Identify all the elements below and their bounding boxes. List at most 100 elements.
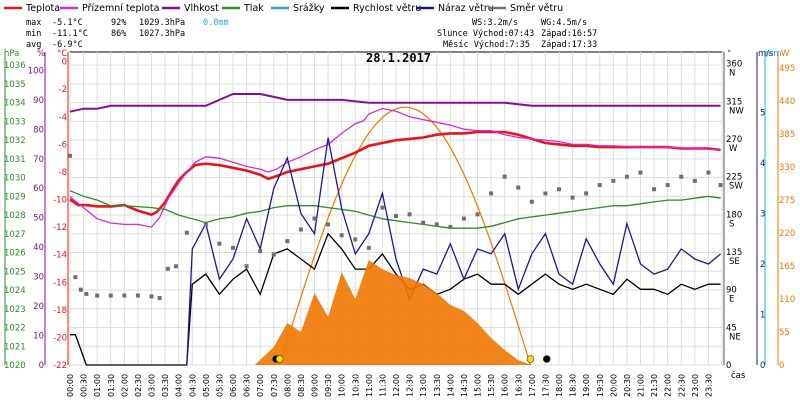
series-wind-dir-point xyxy=(380,205,385,210)
x-tick-label: 01:00 xyxy=(93,374,102,397)
legend-label: Teplota xyxy=(25,3,60,14)
chart-plot xyxy=(68,93,723,366)
legend-label: Směr větru xyxy=(510,3,563,14)
tick-wind-dir: 180 xyxy=(726,210,742,220)
x-tick-label: 22:30 xyxy=(677,374,686,397)
tick-temp: -14 xyxy=(53,251,67,261)
series-wind-dir-point xyxy=(122,293,127,298)
x-tick-label: 09:30 xyxy=(324,374,333,397)
tick-pressure: 1033 xyxy=(4,117,26,127)
x-tick-label: 15:00 xyxy=(474,374,483,397)
series-wind-dir-point xyxy=(679,174,684,179)
tick-humidity: 40 xyxy=(33,243,44,253)
tick-wind-speed: 3 xyxy=(760,210,765,220)
x-tick-label: 03:30 xyxy=(161,374,170,397)
x-tick-label: 00:30 xyxy=(80,374,89,397)
x-tick-label: 21:00 xyxy=(637,374,646,397)
stat-avg-label: avg xyxy=(26,40,41,50)
x-tick-label: 11:00 xyxy=(365,374,374,397)
tick-humidity: 80 xyxy=(33,125,44,135)
series-wind-dir-point xyxy=(203,222,208,227)
series-wind-dir-point xyxy=(108,293,113,298)
series-wind-dir-point xyxy=(165,266,170,271)
unit-degc: °C xyxy=(57,49,67,59)
tick-pressure: 1027 xyxy=(4,230,26,240)
tick-wind-speed: 0 xyxy=(760,361,765,371)
series-wind-dir-point xyxy=(489,191,494,196)
tick-solar: 275 xyxy=(779,196,795,206)
legend: Teplota Přízemní teplota Vlhkost Tlak Srážky… xyxy=(4,3,563,14)
tick-pressure: 1031 xyxy=(4,155,26,165)
series-wind-dir-point xyxy=(173,264,178,269)
sun-moon-info: WS:3.2m/s WG:4.5m/s Slunce Východ:07:43 … xyxy=(437,18,597,50)
tick-solar: 385 xyxy=(779,130,795,140)
x-tick-label: 13:00 xyxy=(419,374,428,397)
tick-wind-speed: 1 xyxy=(760,311,765,321)
unit-hpa: hPa xyxy=(4,49,19,59)
stat-min-hum: 86% xyxy=(111,29,126,39)
x-tick-label: 08:30 xyxy=(297,374,306,397)
x-tick-label: 15:30 xyxy=(487,374,496,397)
tick-pressure: 1020 xyxy=(4,361,26,371)
tick-pressure: 1021 xyxy=(4,342,26,352)
x-tick-label: 10:00 xyxy=(338,374,347,397)
tick-pressure: 1032 xyxy=(4,136,26,146)
tick-pressure: 1036 xyxy=(4,61,26,71)
tick-humidity: 0 xyxy=(39,361,44,371)
series-line xyxy=(69,93,721,113)
tick-wind-dir: 135 xyxy=(726,248,742,258)
tick-temp: -2 xyxy=(59,85,67,95)
tick-wind-dir-name: NE xyxy=(729,332,741,342)
stat-max-hum: 92% xyxy=(111,18,126,28)
tick-solar: 495 xyxy=(779,64,795,74)
tick-humidity: 60 xyxy=(33,184,44,194)
series-wind-dir-point xyxy=(475,212,480,217)
x-tick-label: 07:30 xyxy=(270,374,279,397)
series-wind-dir-point xyxy=(258,249,263,254)
chart-axes: 1020102110221023102410251026102710281029… xyxy=(4,52,795,397)
x-tick-label: 01:30 xyxy=(107,374,116,397)
tick-temp: -22 xyxy=(53,361,67,371)
tick-wind-dir: 45 xyxy=(726,323,737,333)
unit-w: W xyxy=(781,49,790,59)
series-solar-area xyxy=(254,260,532,365)
tick-wind-dir-name: SE xyxy=(729,257,740,267)
chart-title: 28.1.2017 xyxy=(366,51,431,65)
tick-temp: -18 xyxy=(53,306,67,316)
unit-pct: % xyxy=(37,49,45,59)
stat-min-temp: -11.1°C xyxy=(52,29,88,39)
series-wind-dir-point xyxy=(665,183,670,188)
series-line xyxy=(69,107,721,228)
tick-wind-speed: 2 xyxy=(760,260,765,270)
tick-wind-speed: 4 xyxy=(760,159,765,169)
tick-humidity: 30 xyxy=(33,273,44,283)
tick-pressure: 1028 xyxy=(4,211,26,221)
tick-pressure: 1029 xyxy=(4,192,26,202)
series-wind-dir-point xyxy=(135,293,140,298)
tick-temp: -12 xyxy=(53,223,67,233)
tick-solar: 220 xyxy=(779,229,795,239)
x-tick-label: 13:30 xyxy=(433,374,442,397)
series-wind-dir-point xyxy=(502,174,507,179)
series-wind-dir-point xyxy=(326,222,331,227)
series-line xyxy=(69,190,721,229)
x-tick-label: 23:30 xyxy=(704,374,713,397)
tick-temp: -16 xyxy=(53,278,67,288)
unit-ms: m/s xyxy=(758,49,774,59)
tick-temp: -10 xyxy=(53,196,67,206)
series-wind-dir-point xyxy=(78,287,83,292)
x-tick-label: 05:30 xyxy=(215,374,224,397)
wind-speed-info: WS:3.2m/s xyxy=(472,18,518,28)
stats-block: max -5.1°C 92% 1029.3hPa 0.0mm min -11.1… xyxy=(26,18,229,50)
tick-pressure: 1025 xyxy=(4,267,26,277)
tick-wind-dir-name: N xyxy=(729,69,735,79)
series-wind-dir-point xyxy=(652,187,657,192)
series-wind-dir-point xyxy=(231,245,235,250)
x-tick-label: 00:00 xyxy=(66,374,75,397)
series-wind-dir-point xyxy=(529,199,534,204)
stat-max-press: 1029.3hPa xyxy=(139,18,185,28)
series-wind-dir-point xyxy=(584,191,589,196)
stat-min-label: min xyxy=(26,29,41,39)
series-wind-dir-point xyxy=(407,212,412,217)
tick-temp: -8 xyxy=(59,168,67,178)
